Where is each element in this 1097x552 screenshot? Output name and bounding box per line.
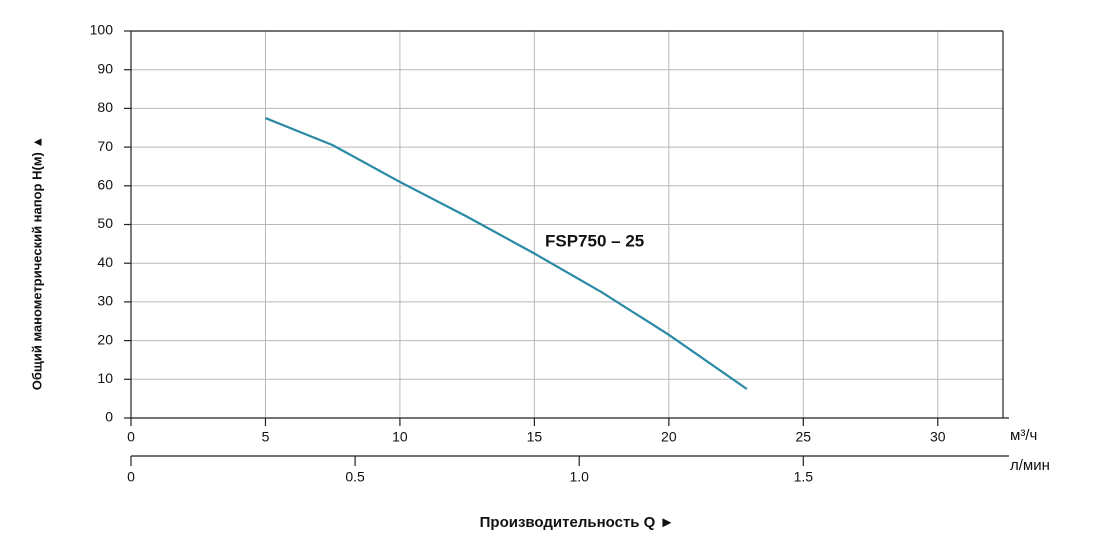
- y-tick-label: 60: [97, 177, 113, 193]
- x2-tick-label: 1.0: [569, 469, 589, 485]
- curve-label: FSP750 – 25: [545, 231, 644, 250]
- y-tick-label: 90: [97, 60, 113, 76]
- curve: [265, 117, 748, 390]
- x-tick-label: 30: [930, 429, 946, 445]
- x2-unit: л/мин: [1010, 457, 1050, 474]
- y-tick-label: 50: [97, 215, 113, 231]
- y-tick-label: 70: [97, 138, 113, 154]
- y-tick-label: 20: [97, 331, 113, 347]
- x-tick-label: 15: [527, 429, 543, 445]
- x-tick-label: 5: [262, 429, 270, 445]
- x-unit: м³/ч: [1010, 427, 1037, 444]
- x2-tick-label: 1.5: [794, 469, 814, 485]
- x-tick-label: 10: [392, 429, 408, 445]
- y-tick-label: 10: [97, 370, 113, 386]
- y-tick-label: 40: [97, 254, 113, 270]
- y-axis-label: Общий манометрический напор Н(м) ▲: [29, 136, 44, 390]
- y-tick-label: 0: [105, 409, 113, 425]
- x-tick-label: 25: [796, 429, 812, 445]
- x-tick-label: 0: [127, 429, 135, 445]
- y-tick-label: 100: [90, 22, 114, 38]
- x-tick-label: 20: [661, 429, 677, 445]
- x2-tick-label: 0: [127, 469, 135, 485]
- x2-tick-label: 0.5: [345, 469, 365, 485]
- y-tick-label: 30: [97, 293, 113, 309]
- x-axis-label: Производительность Q ►: [480, 514, 675, 531]
- y-tick-label: 80: [97, 99, 113, 115]
